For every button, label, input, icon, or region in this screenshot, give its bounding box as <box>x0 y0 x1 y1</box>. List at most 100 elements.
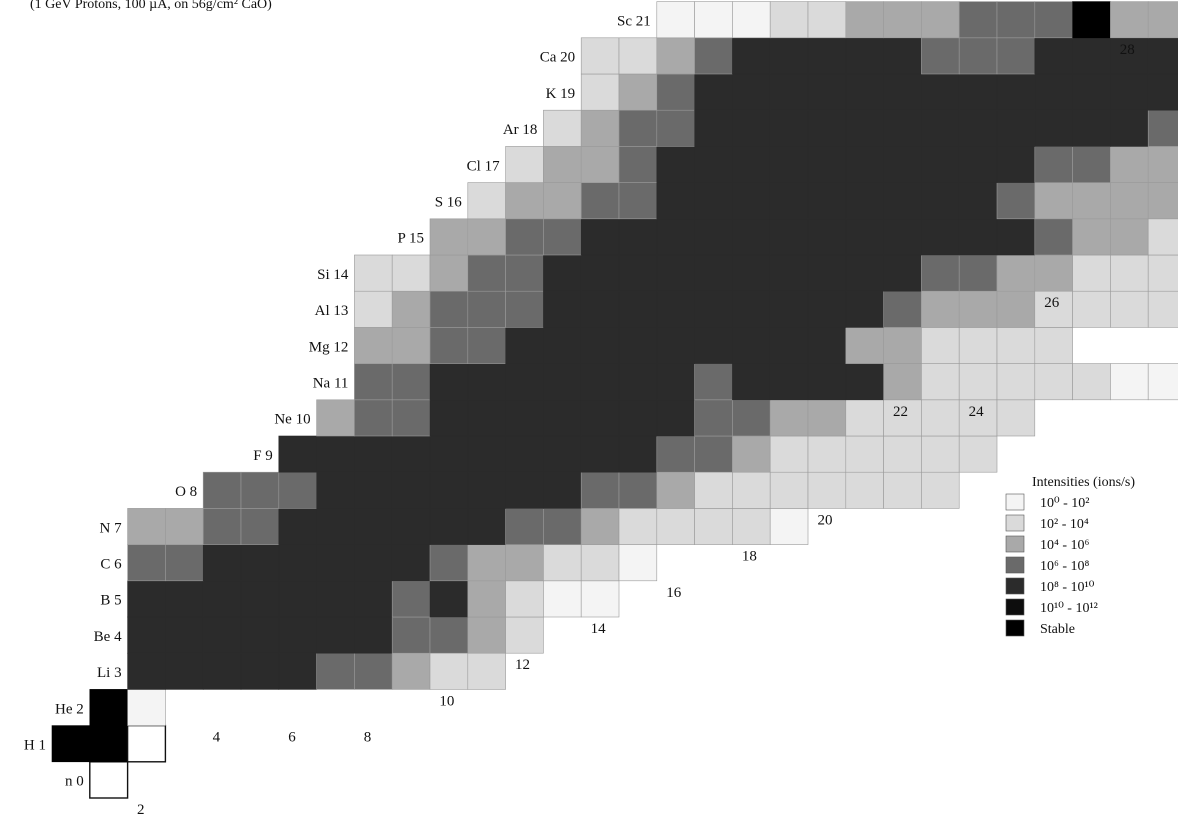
nuclide-cell <box>165 580 204 618</box>
nuclide-cell <box>278 616 317 654</box>
nuclide-cell <box>467 399 506 437</box>
element-label: C 6 <box>100 557 122 573</box>
nuclide-cell <box>391 616 431 654</box>
nuclide-cell <box>1110 146 1149 183</box>
nuclide-cell <box>467 508 506 545</box>
nuclide-cell <box>240 652 280 690</box>
nuclide-cell <box>769 109 809 147</box>
legend-label: 10¹⁰ - 10¹² <box>1040 601 1098 616</box>
nuclide-cell <box>732 146 771 183</box>
nuclide-cell <box>807 363 847 401</box>
nuclide-cell <box>807 1 847 39</box>
nuclide-cell <box>656 218 695 256</box>
nuclide-cell <box>921 471 960 509</box>
nuclide-cell <box>505 182 544 220</box>
nuclide-cell <box>883 254 922 292</box>
nuclide-cell <box>656 109 695 147</box>
nuclide-cell <box>202 580 242 618</box>
legend-swatch <box>1005 556 1025 574</box>
nuclide-cell <box>467 435 506 473</box>
nuclide-cell <box>580 254 620 292</box>
nuclide-cell <box>694 327 733 364</box>
nuclide-cell <box>278 580 317 618</box>
nuclide-cell <box>316 471 355 509</box>
neutron-label: 2 <box>137 802 145 818</box>
nuclide-cell <box>391 254 431 292</box>
nuclide-cell <box>694 37 733 75</box>
legend-title: Intensities (ions/s) <box>1032 475 1135 490</box>
legend-swatch <box>1005 619 1025 637</box>
element-label: H 1 <box>24 738 46 754</box>
nuclide-cell <box>354 544 393 582</box>
nuclide-cell <box>1072 290 1111 328</box>
nuclide-cell <box>769 290 809 328</box>
nuclide-cell <box>996 290 1036 328</box>
nuclide-cell <box>202 471 242 509</box>
page-title: (1 GeV Protons, 100 µA, on 56g/cm² CaO) <box>30 0 272 12</box>
nuclide-cell <box>996 109 1036 147</box>
nuclide-cell <box>618 146 658 183</box>
nuclide-cell <box>354 471 393 509</box>
nuclide-cell <box>429 544 469 582</box>
nuclide-cell <box>883 363 922 401</box>
nuclide-cell <box>921 182 960 220</box>
nuclide-cell <box>354 254 393 292</box>
nuclide-cell <box>996 37 1036 75</box>
nuclide-cell <box>505 616 544 654</box>
neutron-label: 14 <box>591 621 607 637</box>
nuclide-cell <box>429 616 469 654</box>
nuclide-cell <box>429 435 469 473</box>
nuclide-cell <box>391 544 431 582</box>
legend-label: 10⁶ - 10⁸ <box>1040 559 1090 574</box>
nuclide-cell <box>240 544 280 582</box>
nuclide-cell <box>165 616 204 654</box>
nuclide-cell <box>618 471 658 509</box>
legend-swatch <box>1005 493 1025 511</box>
nuclide-cell <box>694 399 733 437</box>
nuclide-cell <box>316 435 355 473</box>
nuclide-cell <box>543 363 582 401</box>
nuclide-cell <box>732 290 771 328</box>
nuclide-cell <box>883 327 922 364</box>
legend-label: 10⁰ - 10² <box>1040 496 1089 511</box>
nuclide-cell <box>656 37 695 75</box>
element-label: Na 11 <box>313 376 349 392</box>
nuclide-cell <box>543 399 582 437</box>
nuclide-cell <box>883 146 922 183</box>
neutron-label: 24 <box>969 404 985 420</box>
nuclide-cell <box>391 471 431 509</box>
nuclide-cell <box>1110 182 1149 220</box>
nuclide-cell <box>127 508 166 545</box>
nuclide-cell <box>543 218 582 256</box>
nuclide-cell <box>467 580 506 618</box>
nuclide-cell <box>278 544 317 582</box>
nuclide-cell <box>543 544 582 582</box>
nuclide-cell <box>505 435 544 473</box>
legend-swatch <box>1005 577 1025 595</box>
nuclide-cell <box>807 435 847 473</box>
nuclide-cell <box>958 435 998 473</box>
nuclide-cell <box>354 290 393 328</box>
nuclide-cell <box>1034 146 1073 183</box>
nuclide-cell <box>732 327 771 364</box>
nuclide-cell <box>807 37 847 75</box>
nuclide-cell <box>580 471 620 509</box>
element-label: Si 14 <box>317 267 349 283</box>
nuclide-cell <box>580 182 620 220</box>
nuclide-cell <box>391 508 431 545</box>
nuclide-cell <box>769 363 809 401</box>
nuclide-cell <box>921 327 960 364</box>
nuclide-cell <box>1110 290 1149 328</box>
legend-label: 10² - 10⁴ <box>1040 517 1089 532</box>
nuclide-cell <box>996 1 1036 39</box>
nuclide-cell <box>958 399 998 437</box>
nuclide-cell <box>316 580 355 618</box>
nuclide-cell <box>883 182 922 220</box>
nuclide-cell <box>1147 290 1178 328</box>
nuclide-cell <box>883 1 922 39</box>
nuclide-cell <box>769 435 809 473</box>
element-label: P 15 <box>397 231 424 247</box>
element-label: Mg 12 <box>309 339 349 355</box>
